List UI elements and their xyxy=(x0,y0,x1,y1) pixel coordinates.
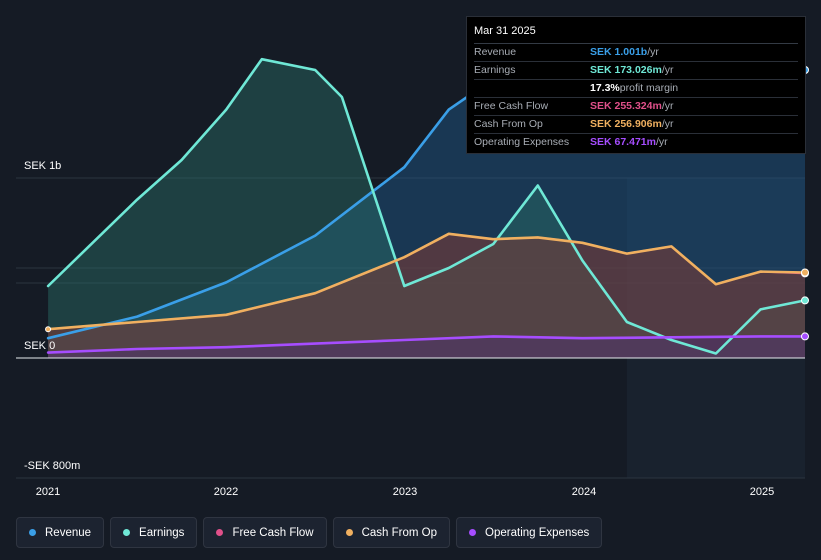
end-marker-earnings xyxy=(801,296,809,305)
forecast-region xyxy=(626,178,805,478)
legend-item-revenue[interactable]: Revenue xyxy=(16,517,105,548)
tooltip-unit: profit margin xyxy=(619,82,679,94)
legend-item-earnings[interactable]: Earnings xyxy=(110,517,198,548)
tooltip-value: SEK 255.324m xyxy=(590,100,662,112)
legend-label: Operating Expenses xyxy=(485,526,590,539)
tooltip-label: Operating Expenses xyxy=(474,136,570,148)
series-line-earnings xyxy=(46,57,807,355)
legend-item-free-cash-flow[interactable]: Free Cash Flow xyxy=(203,517,327,548)
x-tick-2024: 2024 xyxy=(571,486,597,498)
legend-label: Revenue xyxy=(45,526,92,539)
tooltip-row-cash-from-op: Cash From Op SEK 256.906m /yr xyxy=(474,116,798,134)
y-axis-zero-label: SEK 0 xyxy=(24,340,56,352)
tooltip-label: Cash From Op xyxy=(474,118,543,130)
tooltip-value: SEK 173.026m xyxy=(590,64,662,76)
legend-dot-icon xyxy=(345,529,353,536)
tooltip-row-free-cash-flow: Free Cash Flow SEK 255.324m /yr xyxy=(474,98,798,116)
tooltip-unit: /yr xyxy=(661,118,674,130)
tooltip-row-profit-margin: 17.3% profit margin xyxy=(474,80,798,98)
legend-dot-icon xyxy=(216,529,224,536)
tooltip-unit: /yr xyxy=(647,46,659,58)
tooltip-date: Mar 31 2025 xyxy=(474,17,798,44)
legend-item-operating-expenses[interactable]: Operating Expenses xyxy=(456,517,603,548)
tooltip-value: SEK 67.471m xyxy=(590,136,656,148)
series-line-cash-from-op xyxy=(46,232,807,331)
x-tick-2022: 2022 xyxy=(213,486,239,498)
y-axis-top-label: SEK 1b xyxy=(24,160,62,172)
area-cash-from-op xyxy=(48,233,806,358)
tooltip-label: Revenue xyxy=(474,46,517,58)
tooltip-unit: /yr xyxy=(661,100,674,112)
legend-item-cash-from-op[interactable]: Cash From Op xyxy=(332,517,451,548)
legend-dot-icon xyxy=(469,529,477,536)
tooltip-label: Earnings xyxy=(474,64,516,76)
tooltip-panel: Mar 31 2025 Revenue SEK 1.001b /yr Earni… xyxy=(466,16,806,154)
legend-label: Free Cash Flow xyxy=(232,526,314,539)
tooltip-row-earnings: Earnings SEK 173.026m /yr xyxy=(474,62,798,80)
legend-label: Cash From Op xyxy=(361,526,438,539)
area-operating-expenses xyxy=(48,336,806,358)
area-earnings xyxy=(48,59,806,358)
tooltip-value: 17.3% xyxy=(590,82,620,94)
area-free-cash-flow xyxy=(48,233,806,358)
tooltip-value: SEK 1.001b xyxy=(590,46,648,58)
end-marker-operating-expenses xyxy=(801,332,809,341)
x-tick-2025: 2025 xyxy=(749,486,775,498)
y-axis-bottom-label: -SEK 800m xyxy=(24,460,81,472)
legend-dot-icon xyxy=(123,529,131,536)
tooltip-label xyxy=(474,80,590,97)
legend: Revenue Earnings Free Cash Flow Cash Fro… xyxy=(16,517,603,548)
tooltip-row-operating-expenses: Operating Expenses SEK 67.471m /yr xyxy=(474,134,798,151)
x-tick-2021: 2021 xyxy=(35,486,61,498)
series-line-operating-expenses xyxy=(46,335,807,354)
legend-label: Earnings xyxy=(139,526,185,539)
tooltip-unit: /yr xyxy=(661,64,674,76)
start-marker-cash-from-op xyxy=(45,326,52,333)
tooltip-label: Free Cash Flow xyxy=(474,100,549,112)
x-tick-2023: 2023 xyxy=(392,486,418,498)
legend-dot-icon xyxy=(29,529,36,536)
tooltip-value: SEK 256.906m xyxy=(590,118,662,130)
tooltip-unit: /yr xyxy=(655,136,668,148)
tooltip-row-revenue: Revenue SEK 1.001b /yr xyxy=(474,44,798,62)
end-marker-cash-from-op xyxy=(801,268,809,277)
